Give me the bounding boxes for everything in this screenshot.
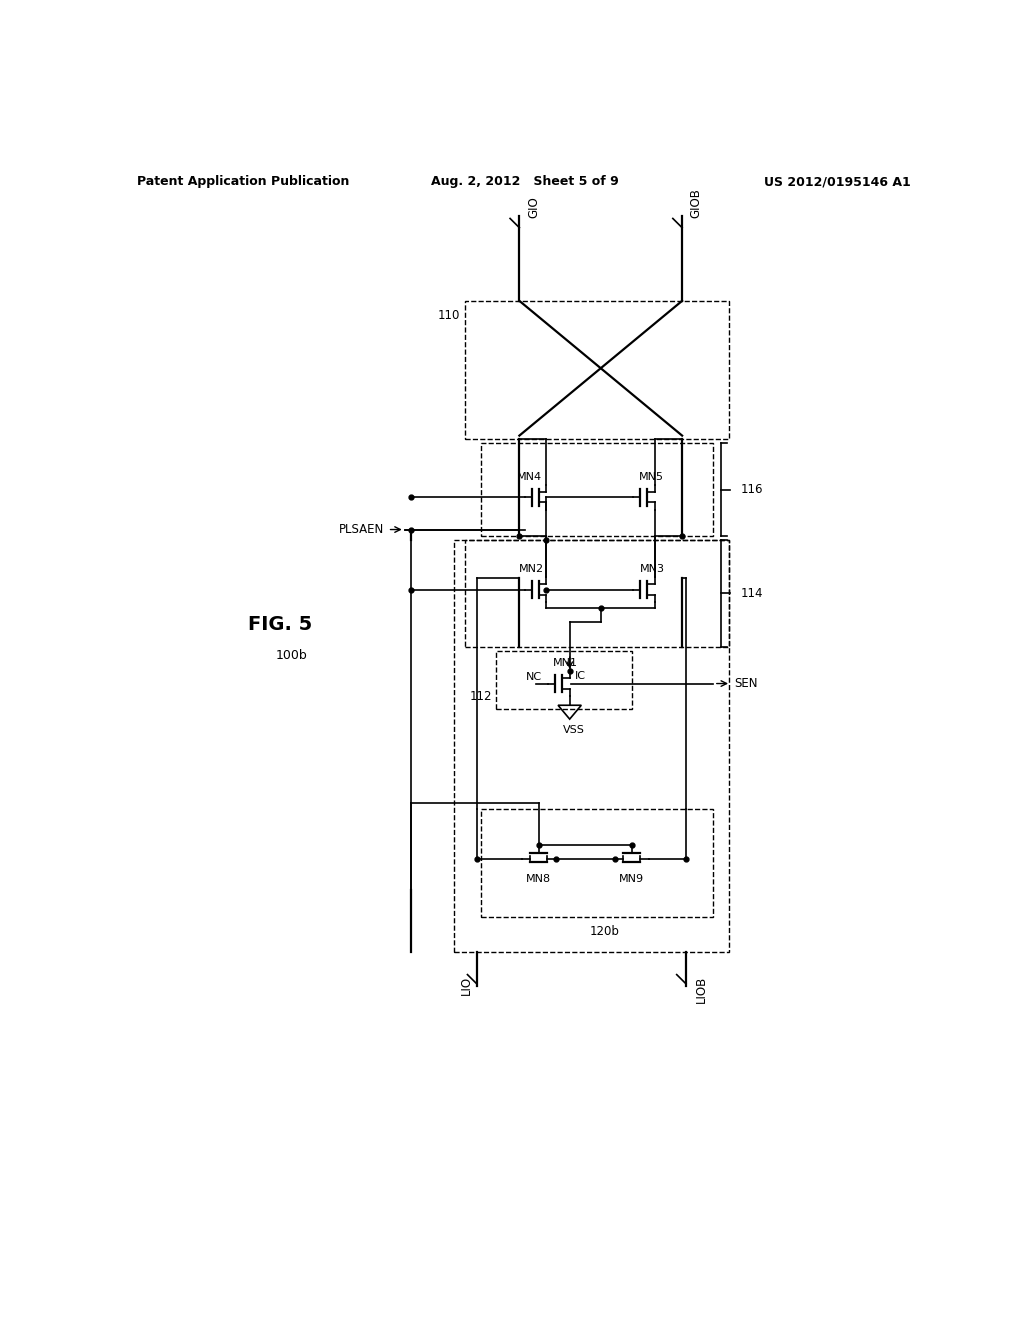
Bar bbox=[480, 444, 713, 536]
Text: MN8: MN8 bbox=[526, 874, 551, 884]
Text: MN4: MN4 bbox=[517, 473, 542, 482]
Text: MN9: MN9 bbox=[620, 874, 644, 884]
Text: 112: 112 bbox=[470, 690, 493, 702]
Text: Patent Application Publication: Patent Application Publication bbox=[137, 176, 349, 189]
Text: GIOB: GIOB bbox=[690, 189, 702, 219]
Text: NC: NC bbox=[525, 672, 542, 682]
Text: 100b: 100b bbox=[275, 648, 307, 661]
Text: MN2: MN2 bbox=[518, 565, 544, 574]
Text: SEN: SEN bbox=[734, 677, 758, 690]
Text: VSS: VSS bbox=[562, 725, 585, 735]
Bar bbox=[465, 301, 729, 440]
Text: IC: IC bbox=[575, 671, 586, 681]
Text: 120b: 120b bbox=[590, 924, 620, 937]
Text: MN3: MN3 bbox=[640, 565, 666, 574]
Text: MN5: MN5 bbox=[639, 473, 664, 482]
Text: PLSAEN: PLSAEN bbox=[339, 523, 384, 536]
Text: Aug. 2, 2012   Sheet 5 of 9: Aug. 2, 2012 Sheet 5 of 9 bbox=[431, 176, 618, 189]
Text: LIO: LIO bbox=[460, 977, 473, 995]
Text: MN1: MN1 bbox=[553, 659, 579, 668]
Text: GIO: GIO bbox=[527, 197, 540, 219]
Text: US 2012/0195146 A1: US 2012/0195146 A1 bbox=[764, 176, 910, 189]
Text: FIG. 5: FIG. 5 bbox=[248, 615, 312, 634]
Bar bbox=[496, 651, 632, 709]
Text: LIOB: LIOB bbox=[695, 977, 709, 1003]
Text: 110: 110 bbox=[437, 309, 460, 322]
Bar bbox=[454, 540, 729, 952]
Text: 116: 116 bbox=[740, 483, 763, 496]
Bar bbox=[465, 540, 729, 647]
Text: 114: 114 bbox=[740, 587, 763, 601]
Bar bbox=[480, 809, 713, 917]
